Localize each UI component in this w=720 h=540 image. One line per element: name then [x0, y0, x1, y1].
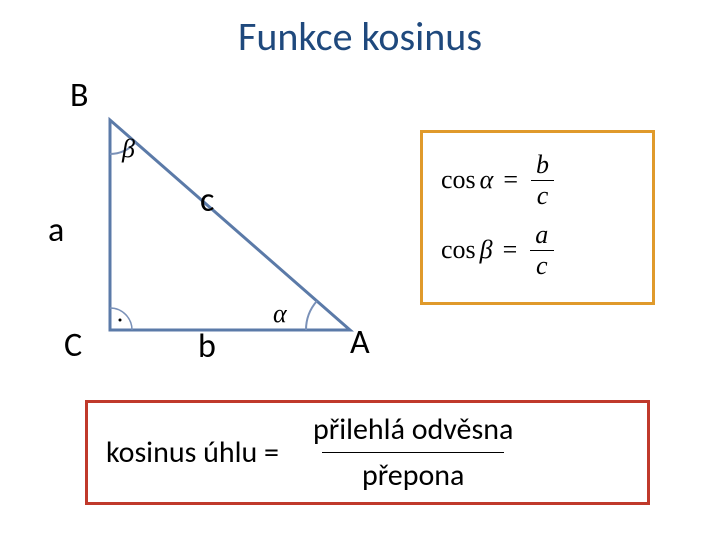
angle-alpha-label: α: [273, 299, 287, 329]
fraction-b-over-c: b c: [530, 150, 555, 211]
vertex-C-label: C: [64, 325, 82, 366]
page-title: Funkce kosinus: [0, 12, 720, 61]
denominator-c: c: [531, 180, 555, 211]
definition-box: kosinus úhlu = přilehlá odvěsna přepona: [85, 400, 650, 505]
fraction-a-over-c: a c: [529, 220, 554, 281]
triangle-diagram: B C A a b c β α: [60, 110, 370, 355]
angle-beta-label: β: [122, 134, 135, 164]
formula-cos-alpha: cos α = b c: [441, 145, 634, 215]
numerator-a: a: [529, 220, 554, 250]
denominator-c: c: [530, 250, 554, 281]
alpha-symbol: α: [480, 165, 494, 195]
triangle-svg: [60, 110, 370, 355]
formula-box: cos α = b c cos β = a c: [420, 130, 655, 305]
equals-sign: =: [503, 165, 518, 195]
numerator-b: b: [530, 150, 555, 180]
beta-symbol: β: [480, 235, 493, 265]
definition-lhs: kosinus úhlu =: [106, 434, 279, 471]
vertex-B-label: B: [70, 75, 89, 116]
definition-denominator: přepona: [322, 452, 504, 494]
side-c-label: c: [200, 180, 214, 221]
formula-cos-beta: cos β = a c: [441, 215, 634, 285]
vertex-A-label: A: [350, 322, 370, 363]
definition-numerator: přilehlá odvěsna: [303, 411, 523, 450]
side-a-label: a: [48, 210, 64, 251]
side-b-label: b: [198, 326, 216, 367]
equals-sign: =: [503, 235, 518, 265]
definition-fraction: přilehlá odvěsna přepona: [303, 411, 523, 494]
cos-text: cos: [441, 165, 476, 195]
cos-text: cos: [441, 235, 476, 265]
